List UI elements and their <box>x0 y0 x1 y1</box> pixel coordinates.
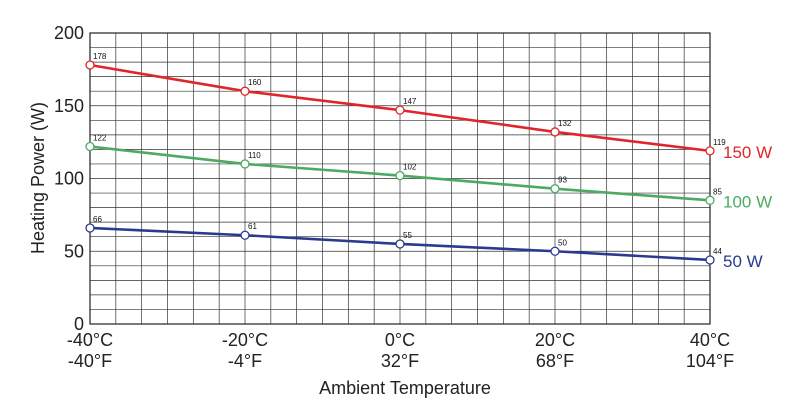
x-tick-label-fahrenheit: -40°F <box>68 351 112 371</box>
data-label: 44 <box>713 247 722 256</box>
data-point <box>240 86 250 96</box>
x-axis-ticks: -40°C-40°F -20°C-4°F 0°C32°F 20°C68°F 40°C10… <box>67 330 734 371</box>
data-label: 85 <box>713 187 722 196</box>
y-axis-title: Heating Power (W) <box>28 102 48 254</box>
y-tick-label: 200 <box>54 23 84 43</box>
x-tick-label-fahrenheit: -4°F <box>228 351 262 371</box>
data-point <box>550 246 560 256</box>
data-label: 66 <box>93 215 102 224</box>
data-point <box>550 127 560 137</box>
x-tick-label-celsius: 20°C <box>535 330 575 350</box>
x-tick-label-fahrenheit: 104°F <box>686 351 734 371</box>
data-label: 119 <box>713 138 726 147</box>
data-point <box>240 159 250 169</box>
data-point <box>395 170 405 181</box>
data-label: 122 <box>93 133 107 142</box>
data-label: 160 <box>248 78 262 87</box>
data-label: 93 <box>558 176 567 185</box>
x-tick-label-celsius: 0°C <box>385 330 415 350</box>
x-axis-title: Ambient Temperature <box>319 378 491 398</box>
data-point <box>705 146 715 156</box>
data-point <box>85 141 95 152</box>
data-point <box>240 230 250 240</box>
data-point <box>550 184 560 194</box>
data-label: 102 <box>403 163 417 172</box>
x-tick-label-fahrenheit: 32°F <box>381 351 419 371</box>
x-tick-label-fahrenheit: 68°F <box>536 351 574 371</box>
data-point <box>705 255 715 265</box>
data-label: 178 <box>93 52 107 61</box>
x-tick-label-celsius: 40°C <box>690 330 730 350</box>
y-tick-label: 100 <box>54 169 84 189</box>
x-tick-label-celsius: -40°C <box>67 330 113 350</box>
series-label: 50 W <box>723 252 763 271</box>
y-tick-label: 150 <box>54 96 84 116</box>
data-label: 61 <box>248 222 257 231</box>
y-tick-label: 0 <box>74 314 84 334</box>
data-label: 132 <box>558 119 572 128</box>
y-tick-label: 50 <box>64 241 84 261</box>
series-label: 100 W <box>723 192 772 211</box>
data-label: 55 <box>403 231 412 240</box>
series-label: 150 W <box>723 143 772 162</box>
data-point <box>395 105 405 115</box>
data-label: 50 <box>558 238 567 247</box>
y-axis-ticks: 0 50 100 150 200 <box>54 23 84 334</box>
data-label: 110 <box>248 151 261 160</box>
x-tick-label-celsius: -20°C <box>222 330 268 350</box>
data-point <box>395 239 405 249</box>
data-label: 147 <box>403 97 417 106</box>
data-point <box>85 223 95 233</box>
plot-frame <box>89 32 711 325</box>
data-point <box>705 195 715 205</box>
data-point <box>85 60 95 70</box>
